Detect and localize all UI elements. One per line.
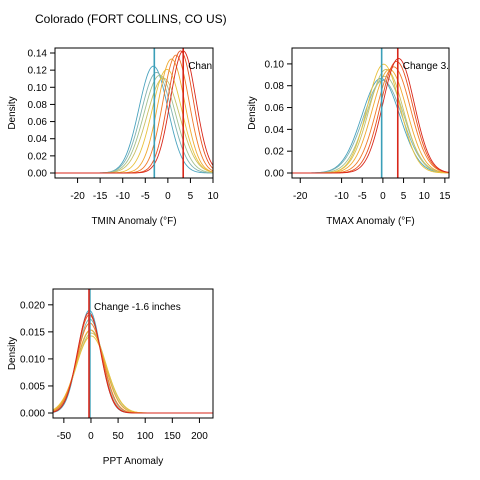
- ppt-y-tick-label: 0.020: [20, 300, 45, 311]
- ppt-y-axis-label: Density: [7, 337, 18, 370]
- ppt-x-tick-label: 150: [164, 431, 181, 442]
- tmax-x-tick-label: -20: [293, 191, 308, 202]
- ppt-curves: [53, 309, 213, 414]
- tmin-x-axis-label: TMIN Anomaly (°F): [91, 216, 176, 227]
- tmax-density-curve: [292, 66, 449, 174]
- tmax-plot-frame: [291, 47, 450, 179]
- ppt-density-curve: [53, 318, 213, 414]
- tmin-x-tick-label: -15: [93, 191, 108, 202]
- tmin-x-tick-label: -10: [115, 191, 130, 202]
- ppt-plot-frame: [52, 288, 214, 419]
- tmax-y-tick-label: 0.08: [265, 81, 285, 92]
- tmin-density-curve: [55, 50, 213, 174]
- tmax-density-curve: [292, 68, 449, 174]
- tmin-curves: [55, 50, 213, 174]
- figure-title: Colorado (FORT COLLINS, CO US): [35, 12, 227, 26]
- tmax-change-annotation: Change 3.9 °F: [403, 61, 468, 72]
- tmin-annotation-group: Change 6.4 °F: [188, 61, 253, 72]
- ppt-density-curve: [53, 329, 213, 414]
- tmax-x-tick-label: 0: [380, 191, 386, 202]
- tmax-y-tick-label: 0.00: [265, 169, 285, 180]
- tmax-panel: Change 3.9 °F -20 -10 -5 0 5 10 15 0.00 0.02 0.04 0…: [247, 47, 468, 227]
- tmin-x-tick-label: 10: [207, 191, 219, 202]
- tmax-y-axis-label: Density: [247, 96, 258, 129]
- ppt-x-tick-label: 200: [191, 431, 208, 442]
- tmax-x-tick-label: 10: [419, 191, 431, 202]
- tmax-x-axis-label: TMAX Anomaly (°F): [326, 216, 414, 227]
- ppt-y-tick-label: 0.000: [20, 409, 45, 420]
- tmin-plot-frame: [54, 47, 214, 179]
- ppt-density-curve: [53, 312, 213, 414]
- tmax-density-curve: [292, 63, 449, 174]
- tmax-y-tick-label: 0.04: [265, 125, 285, 136]
- tmax-density-curve: [292, 58, 449, 174]
- tmin-y-axis-label: Density: [7, 96, 18, 129]
- tmax-x-tick-label: 5: [401, 191, 407, 202]
- ppt-density-curve: [53, 322, 213, 414]
- ppt-x-tick-label: 0: [88, 431, 94, 442]
- tmin-x-tick-label: -20: [70, 191, 85, 202]
- ppt-change-annotation: Change -1.6 inches: [94, 302, 181, 313]
- tmin-x-tick-label: 0: [165, 191, 171, 202]
- ppt-x-tick-label: 50: [113, 431, 125, 442]
- tmin-density-curve: [55, 71, 213, 174]
- tmin-y-tick-label: 0.00: [28, 169, 48, 180]
- tmax-curves: [292, 58, 449, 174]
- ppt-density-curve: [53, 335, 213, 414]
- tmax-x-tick-label: 15: [439, 191, 451, 202]
- tmax-density-curve: [292, 68, 449, 174]
- tmax-annotation-group: Change 3.9 °F: [403, 61, 468, 72]
- tmax-y-tick-label: 0.10: [265, 59, 285, 70]
- ppt-annotation-group: Change -1.6 inches: [94, 302, 181, 313]
- ppt-x-tick-label: -50: [57, 431, 72, 442]
- tmin-x-tick-label: 5: [188, 191, 194, 202]
- tmin-panel: Change 6.4 °F -20 -15 -10 -5 0 5 10 0.00 0.02 0.04…: [7, 47, 253, 227]
- tmin-y-tick-label: 0.08: [28, 100, 48, 111]
- tmax-x-tick-label: -10: [334, 191, 349, 202]
- tmin-y-tick-label: 0.12: [28, 66, 48, 77]
- tmin-y-tick-label: 0.02: [28, 151, 48, 162]
- tmin-change-annotation: Change 6.4 °F: [188, 61, 253, 72]
- tmax-y-tick-label: 0.02: [265, 147, 285, 158]
- tmin-x-tick-label: -5: [141, 191, 150, 202]
- ppt-density-curve: [53, 332, 213, 414]
- tmin-y-tick-label: 0.06: [28, 117, 48, 128]
- ppt-y-tick-label: 0.010: [20, 354, 45, 365]
- tmin-density-curve: [55, 68, 213, 174]
- tmin-y-tick-label: 0.14: [28, 49, 48, 60]
- ppt-x-tick-label: 100: [137, 431, 154, 442]
- ppt-y-tick-label: 0.005: [20, 381, 45, 392]
- ppt-x-axis-label: PPT Anomaly: [103, 456, 163, 467]
- ppt-panel: Change -1.6 inches -50 0 50 100 150 200 0.000 0.…: [7, 288, 214, 467]
- tmin-y-tick-label: 0.04: [28, 134, 48, 145]
- tmin-y-tick-label: 0.10: [28, 83, 48, 94]
- tmax-y-tick-label: 0.06: [265, 103, 285, 114]
- tmax-x-tick-label: -5: [358, 191, 367, 202]
- ppt-density-curve: [53, 329, 213, 414]
- ppt-y-tick-label: 0.015: [20, 327, 45, 338]
